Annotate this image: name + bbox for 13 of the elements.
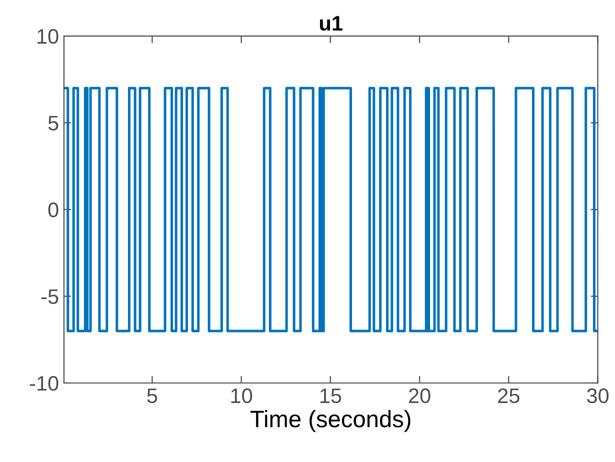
x-tick-label: 20 bbox=[409, 388, 430, 404]
chart-title: u1 bbox=[320, 16, 342, 31]
x-tick-label: 10 bbox=[231, 388, 252, 404]
y-tick-label: -5 bbox=[42, 289, 58, 304]
x-tick-label: 25 bbox=[498, 388, 520, 404]
y-tick-label: -10 bbox=[30, 376, 58, 391]
y-tick-label: 10 bbox=[38, 29, 58, 44]
x-axis-title: Time (seconds) bbox=[250, 410, 410, 432]
x-tick-label: 5 bbox=[147, 388, 158, 404]
x-tick-label: 15 bbox=[320, 388, 342, 404]
y-tick-label: 0 bbox=[48, 202, 58, 218]
x-tick-label: 30 bbox=[586, 388, 609, 404]
y-tick-label: 5 bbox=[48, 116, 58, 131]
